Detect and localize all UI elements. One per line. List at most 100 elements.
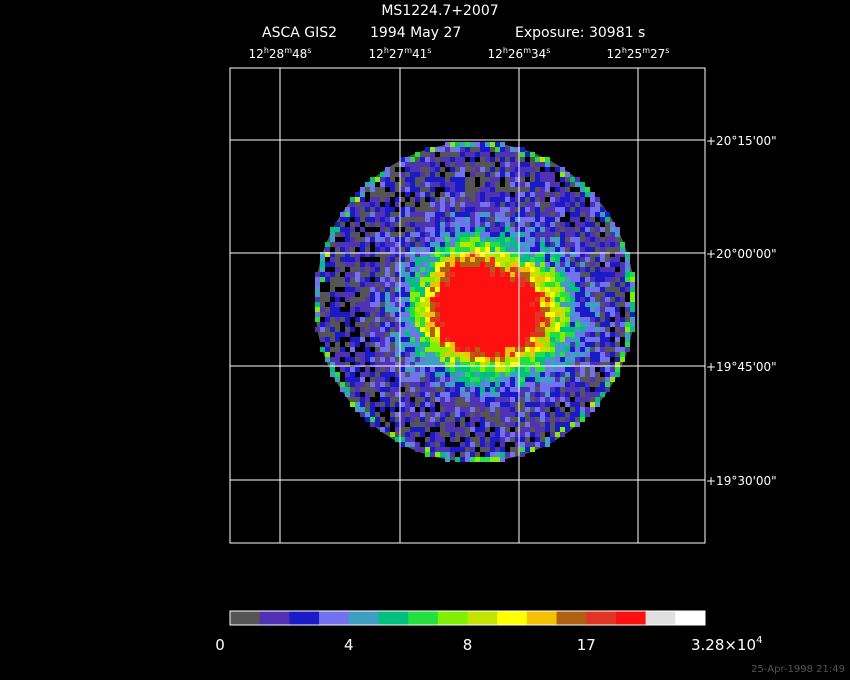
- pixel: [520, 192, 525, 197]
- pixel: [435, 322, 440, 327]
- pixel: [565, 372, 570, 377]
- pixel: [350, 262, 355, 267]
- pixel: [395, 342, 400, 347]
- pixel: [515, 167, 520, 172]
- pixel: [500, 332, 505, 337]
- pixel: [460, 162, 465, 167]
- ra-part: 27: [650, 47, 665, 61]
- pixel: [600, 327, 605, 332]
- pixel: [350, 342, 355, 347]
- pixel: [545, 247, 550, 252]
- pixel: [545, 277, 550, 282]
- pixel: [580, 267, 585, 272]
- pixel: [500, 172, 505, 177]
- pixel: [345, 292, 350, 297]
- pixel: [460, 297, 465, 302]
- date: 1994 May 27: [370, 25, 461, 41]
- pixel: [485, 187, 490, 192]
- pixel: [395, 317, 400, 322]
- pixel: [525, 232, 530, 237]
- pixel: [375, 397, 380, 402]
- pixel: [445, 182, 450, 187]
- dec-labels: +20°15'00"+20°00'00"+19°45'00"+19°30'00": [706, 134, 777, 488]
- pixel: [455, 382, 460, 387]
- pixel: [460, 332, 465, 337]
- pixel: [480, 392, 485, 397]
- pixel: [535, 177, 540, 182]
- pixel: [570, 397, 575, 402]
- pixel: [555, 167, 560, 172]
- pixel: [515, 347, 520, 352]
- pixel: [520, 447, 525, 452]
- pixel: [435, 187, 440, 192]
- pixel: [600, 372, 605, 377]
- pixel: [460, 387, 465, 392]
- pixel: [360, 282, 365, 287]
- pixel: [445, 142, 450, 147]
- pixel: [575, 212, 580, 217]
- pixel: [485, 297, 490, 302]
- pixel: [385, 297, 390, 302]
- pixel: [380, 337, 385, 342]
- pixel: [445, 272, 450, 277]
- pixel: [460, 457, 465, 462]
- pixel: [550, 177, 555, 182]
- pixel: [495, 352, 500, 357]
- pixel: [435, 357, 440, 362]
- pixel: [510, 382, 515, 387]
- pixel: [480, 222, 485, 227]
- pixel: [475, 182, 480, 187]
- pixel: [405, 347, 410, 352]
- pixel: [500, 407, 505, 412]
- pixel: [505, 402, 510, 407]
- pixel: [530, 422, 535, 427]
- pixel: [340, 237, 345, 242]
- pixel: [595, 202, 600, 207]
- pixel: [485, 267, 490, 272]
- pixel: [360, 402, 365, 407]
- pixel: [535, 217, 540, 222]
- pixel: [435, 202, 440, 207]
- pixel: [590, 272, 595, 277]
- pixel: [435, 227, 440, 232]
- pixel: [470, 217, 475, 222]
- pixel: [410, 232, 415, 237]
- pixel: [505, 362, 510, 367]
- pixel: [415, 327, 420, 332]
- pixel: [560, 362, 565, 367]
- pixel: [465, 152, 470, 157]
- pixel: [560, 402, 565, 407]
- pixel: [455, 262, 460, 267]
- pixel: [435, 237, 440, 242]
- pixel: [405, 247, 410, 252]
- pixel: [560, 262, 565, 267]
- pixel: [580, 292, 585, 297]
- pixel: [585, 307, 590, 312]
- pixel: [490, 422, 495, 427]
- pixel: [490, 287, 495, 292]
- pixel: [515, 162, 520, 167]
- pixel: [425, 217, 430, 222]
- pixel: [485, 257, 490, 262]
- pixel: [495, 287, 500, 292]
- pixel: [455, 457, 460, 462]
- pixel: [440, 447, 445, 452]
- pixel: [345, 212, 350, 217]
- pixel: [480, 452, 485, 457]
- pixel: [565, 322, 570, 327]
- pixel: [485, 142, 490, 147]
- pixel: [490, 157, 495, 162]
- pixel: [530, 267, 535, 272]
- ra-part: m: [523, 46, 531, 55]
- pixel: [535, 437, 540, 442]
- pixel: [495, 312, 500, 317]
- pixel: [360, 327, 365, 332]
- pixel: [425, 317, 430, 322]
- pixel: [470, 332, 475, 337]
- pixel: [440, 277, 445, 282]
- pixel: [545, 167, 550, 172]
- pixel: [390, 297, 395, 302]
- pixel: [585, 232, 590, 237]
- pixel: [535, 207, 540, 212]
- pixel: [470, 307, 475, 312]
